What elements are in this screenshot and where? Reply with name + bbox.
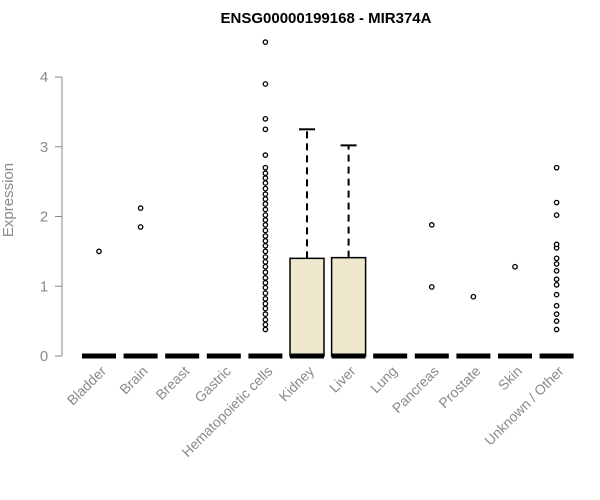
outlier-point xyxy=(512,263,518,270)
outlier-point xyxy=(137,205,144,211)
outlier-point xyxy=(553,276,560,283)
box-iqr xyxy=(289,257,325,357)
x-tick-label: Unknown / Other xyxy=(481,363,567,449)
outlier-point xyxy=(262,185,269,192)
x-tick-label: Brain xyxy=(116,363,150,397)
outlier-point xyxy=(553,291,560,298)
outlier-point xyxy=(262,201,269,207)
outlier-point xyxy=(262,191,269,198)
y-axis: 0 1 2 3 4 xyxy=(40,69,63,365)
y-axis-label: Expression xyxy=(0,163,17,237)
box-skin xyxy=(498,263,532,359)
box-iqr xyxy=(330,256,367,357)
outlier-point xyxy=(262,238,269,244)
outlier-point xyxy=(262,222,269,228)
outlier-point xyxy=(553,318,560,324)
outlier-point xyxy=(262,170,269,177)
outlier-point xyxy=(262,206,269,213)
outlier-point xyxy=(262,295,269,302)
x-tick-label: Skin xyxy=(495,363,526,394)
outlier-point xyxy=(262,300,269,307)
outlier-point xyxy=(553,311,560,317)
outlier-point xyxy=(553,302,560,309)
box-brain xyxy=(123,205,158,359)
outlier-point xyxy=(262,279,269,286)
outlier-point xyxy=(428,222,435,228)
outlier-point xyxy=(262,275,269,281)
outlier-point xyxy=(137,224,144,230)
boxes-group xyxy=(82,39,574,359)
outlier-point xyxy=(262,233,269,239)
box-hematopoietic-cells xyxy=(248,39,283,359)
x-tick-label: Breast xyxy=(152,363,192,403)
box-prostate xyxy=(456,293,491,359)
outlier-point xyxy=(96,248,102,255)
y-tick-label: 2 xyxy=(40,209,48,226)
outlier-point xyxy=(553,164,560,171)
y-tick-label: 1 xyxy=(40,278,48,295)
outlier-point xyxy=(553,261,560,267)
outlier-point xyxy=(553,268,560,274)
outlier-point xyxy=(262,248,269,255)
outlier-point xyxy=(262,290,269,297)
x-tick-label: Liver xyxy=(326,363,359,396)
outlier-point xyxy=(470,293,477,300)
outlier-point xyxy=(553,199,560,206)
y-tick-label: 0 xyxy=(40,348,48,365)
x-tick-label: Prostate xyxy=(435,363,483,411)
outlier-point xyxy=(262,311,269,317)
outlier-point xyxy=(262,284,269,291)
outlier-point xyxy=(428,284,435,290)
outlier-point xyxy=(262,321,269,328)
outlier-point xyxy=(262,227,269,234)
chart-title: ENSG00000199168 - MIR374A xyxy=(221,10,432,27)
outlier-point xyxy=(262,164,269,171)
box-bladder xyxy=(82,248,116,359)
box-pancreas xyxy=(414,222,449,359)
outlier-point xyxy=(262,126,269,133)
box-unknown-other xyxy=(539,164,574,359)
x-tick-label: Bladder xyxy=(64,363,110,409)
outlier-point xyxy=(262,316,269,323)
outlier-point xyxy=(553,326,560,333)
outlier-point xyxy=(262,217,269,223)
y-tick-label: 3 xyxy=(40,139,48,156)
outlier-point xyxy=(262,175,269,181)
outlier-point xyxy=(553,241,560,248)
outlier-point xyxy=(262,263,269,270)
outlier-point xyxy=(262,258,269,265)
y-tick-label: 4 xyxy=(40,69,48,86)
outlier-point xyxy=(553,282,560,288)
outlier-point xyxy=(262,196,269,202)
outlier-point xyxy=(262,39,269,45)
outlier-point xyxy=(262,326,269,333)
outlier-point xyxy=(262,116,269,122)
box-kidney xyxy=(289,128,325,359)
box-liver xyxy=(330,144,367,359)
outlier-point xyxy=(262,180,269,186)
outlier-point xyxy=(262,254,269,260)
outlier-point xyxy=(262,81,269,87)
outlier-point xyxy=(262,269,269,276)
outlier-point xyxy=(262,152,269,158)
x-tick-label: Lung xyxy=(367,363,400,396)
outlier-point xyxy=(553,255,560,262)
outlier-point xyxy=(553,212,560,218)
outlier-point xyxy=(262,305,269,312)
x-tick-label: Kidney xyxy=(276,363,318,405)
outlier-point xyxy=(262,242,269,249)
outlier-point xyxy=(262,212,269,218)
